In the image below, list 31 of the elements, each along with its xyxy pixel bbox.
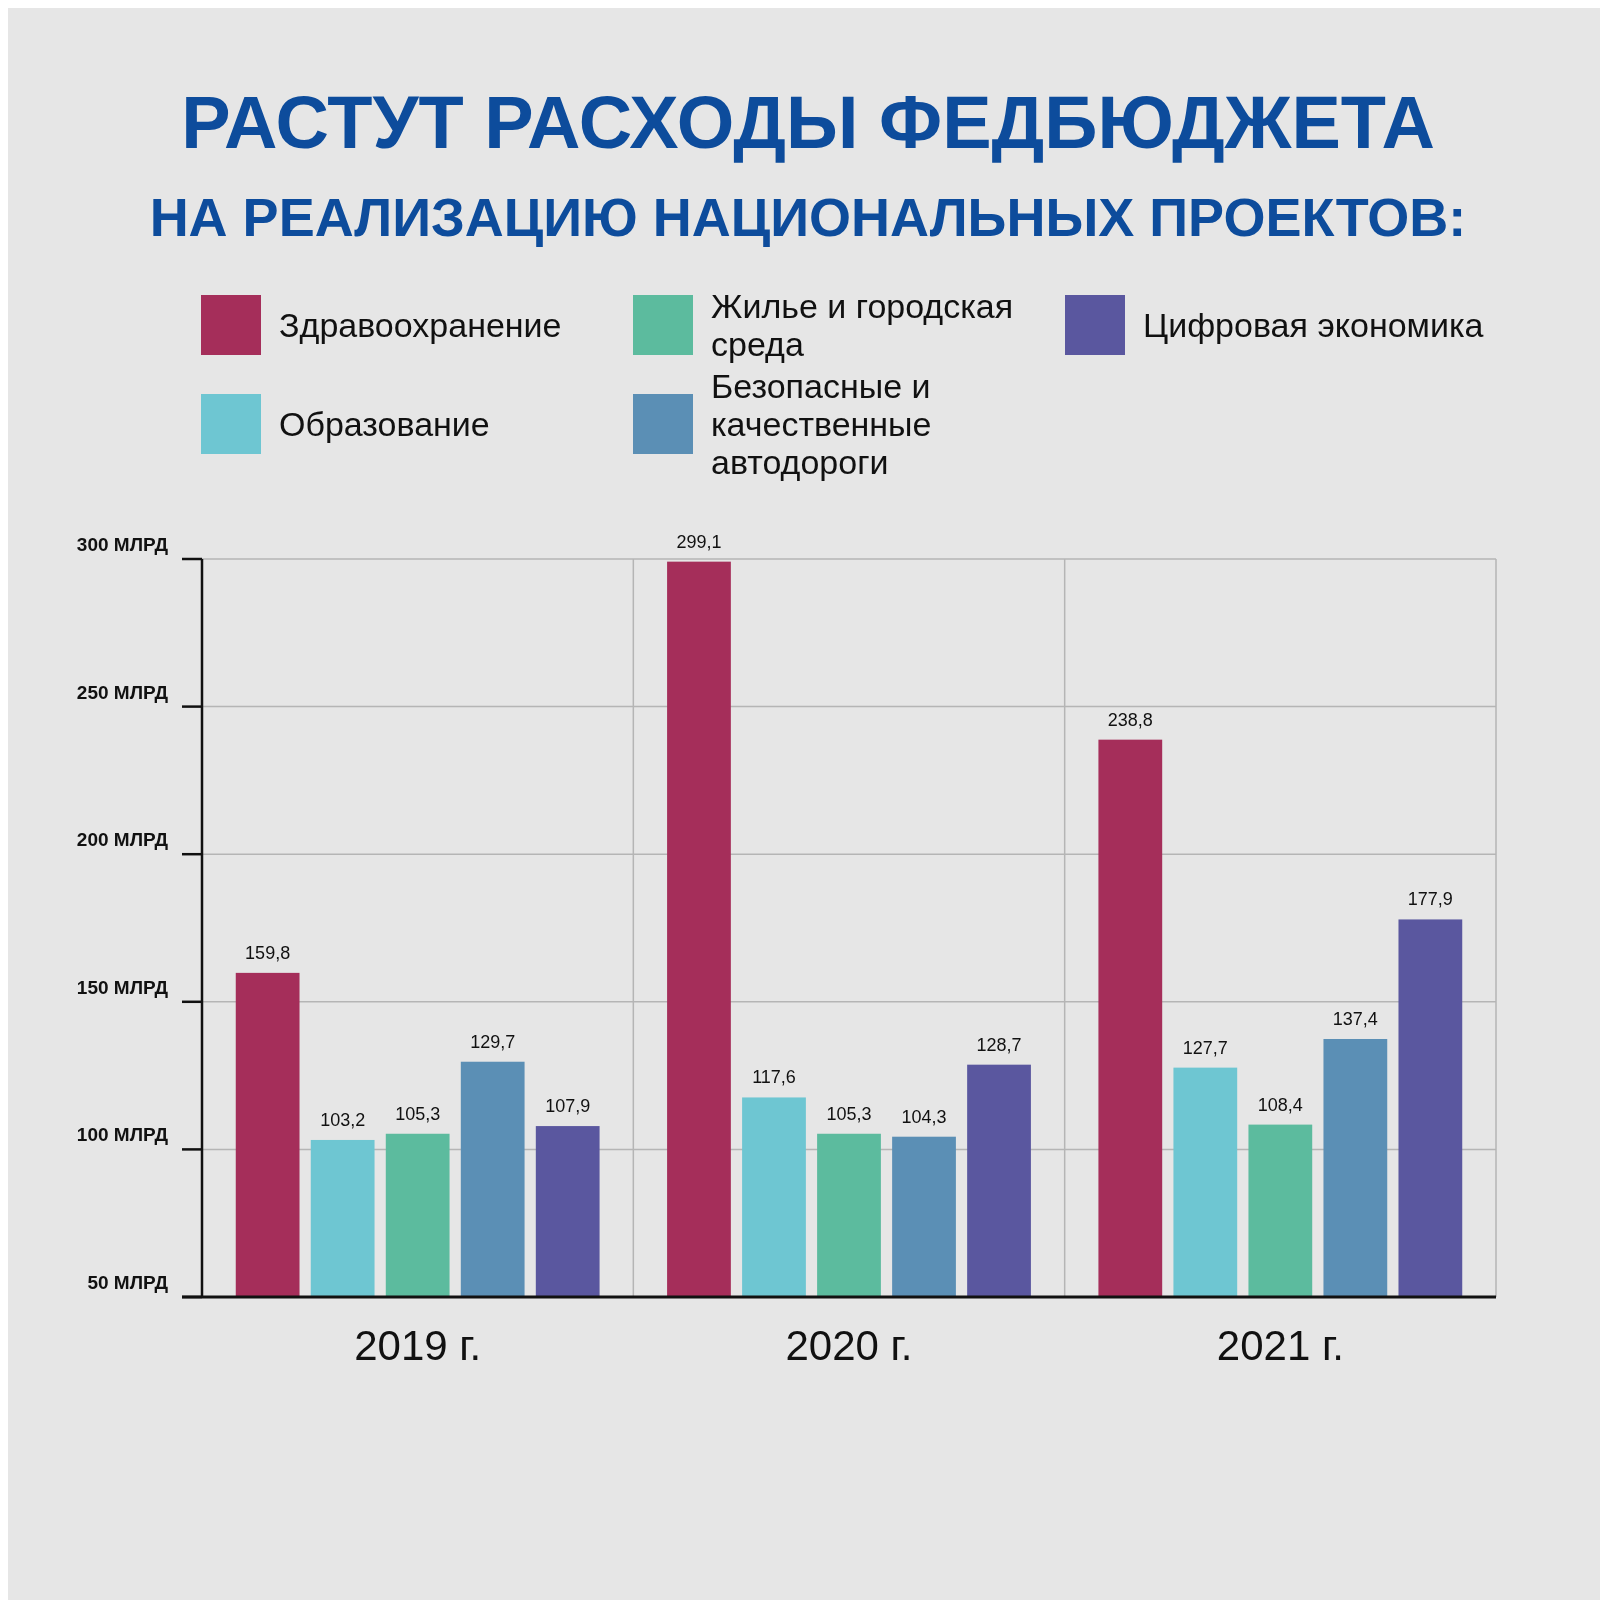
data-label: 127,7 (1182, 1037, 1228, 1058)
y-tick-label: 150 МЛРД (76, 976, 169, 998)
y-tick-label: 250 МЛРД (76, 681, 169, 703)
data-label: 177,9 (1407, 889, 1453, 910)
x-tick-label: 2021 г. (1216, 1322, 1344, 1369)
legend-label: Безопасные и качественные автодороги (711, 367, 932, 481)
data-label: 117,6 (752, 1067, 796, 1088)
chart-subtitle: НА РЕАЛИЗАЦИЮ НАЦИОНАЛЬНЫХ ПРОЕКТОВ: (149, 187, 1467, 247)
chart-title: РАСТУТ РАСХОДЫ ФЕДБЮДЖЕТА (181, 81, 1435, 164)
data-label: 137,4 (1332, 1009, 1378, 1029)
legend-label: Цифровая экономика (1143, 306, 1484, 344)
y-tick-label: 100 МЛРД (76, 1124, 169, 1146)
legend-label: Образование (279, 405, 490, 443)
data-label: 129,7 (470, 1031, 516, 1052)
data-label: 238,8 (1107, 709, 1153, 730)
data-label: 299,1 (676, 531, 722, 552)
data-label: 159,8 (245, 942, 291, 963)
data-label: 108,4 (1257, 1094, 1303, 1115)
y-tick-label: 200 МЛРД (76, 829, 169, 851)
data-label: 128,7 (976, 1034, 1022, 1055)
y-tick-label: 300 МЛРД (76, 534, 169, 555)
legend-label: Здравоохранение (279, 306, 562, 344)
x-tick-label: 2019 г. (354, 1322, 482, 1369)
data-label: 105,3 (395, 1103, 441, 1124)
data-label: 103,2 (320, 1109, 366, 1130)
x-tick-label: 2020 г. (785, 1322, 913, 1369)
data-label: 107,9 (545, 1096, 591, 1117)
data-label: 104,3 (901, 1106, 947, 1127)
y-tick-label: 50 МЛРД (87, 1272, 169, 1293)
legend-label: Жилье и городская среда (711, 287, 1014, 363)
data-label: 105,3 (826, 1103, 872, 1124)
